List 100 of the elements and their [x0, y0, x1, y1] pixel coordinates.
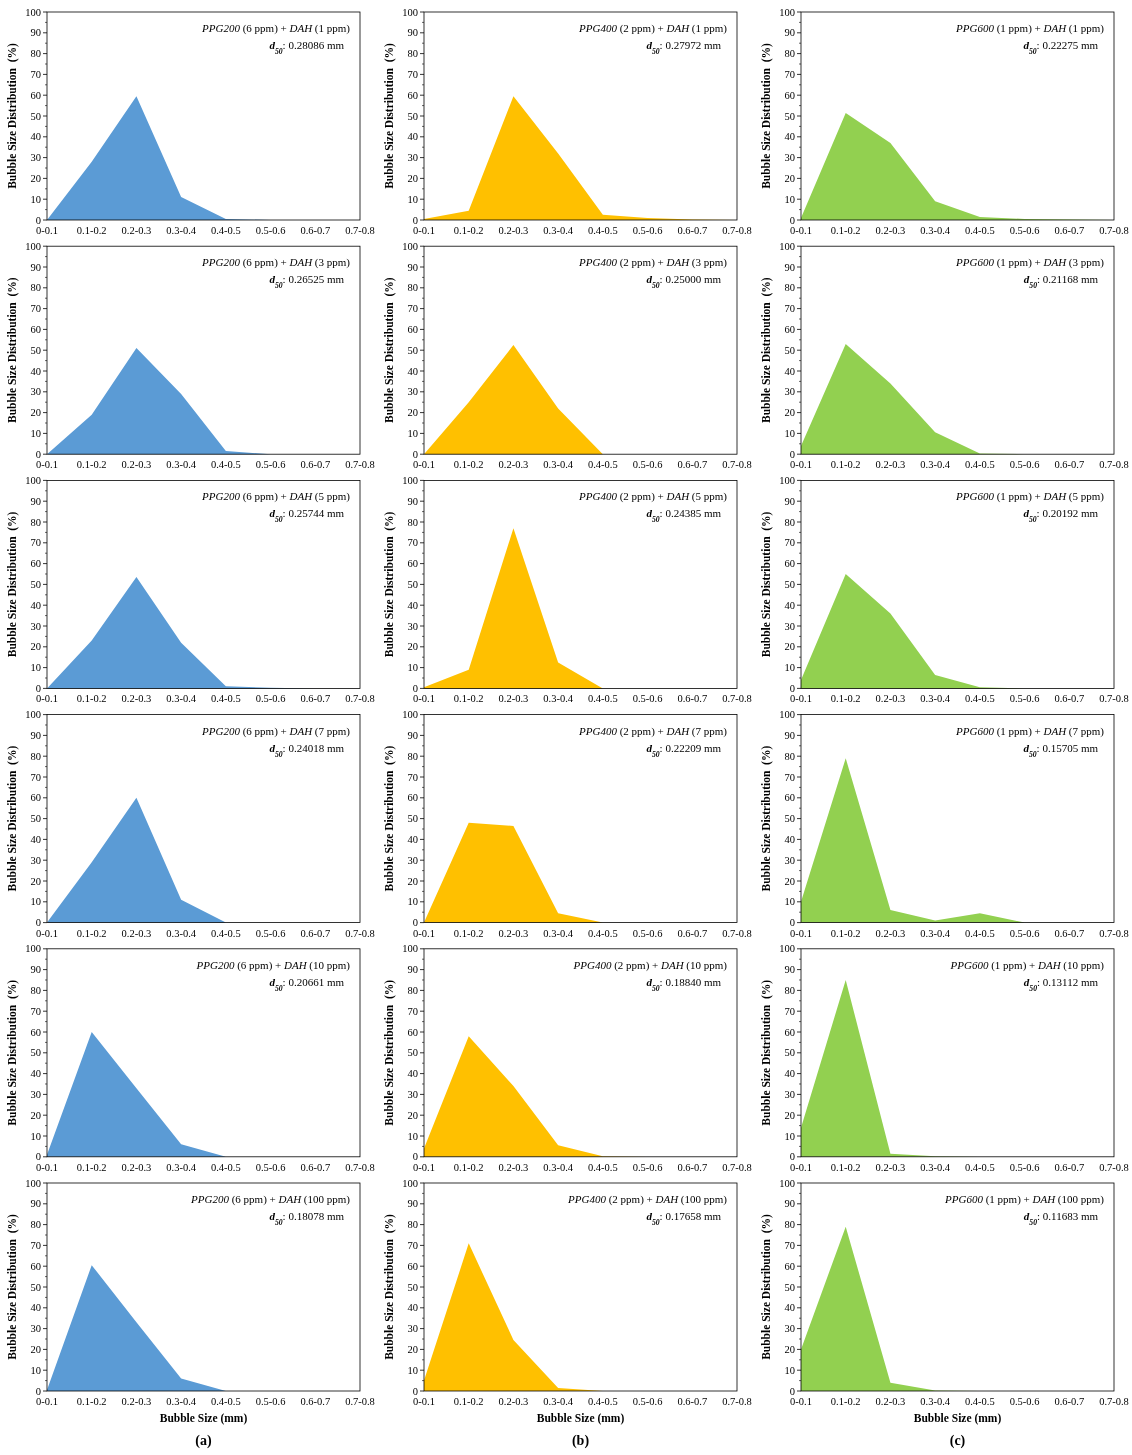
y-tick-label: 100	[402, 1177, 418, 1189]
y-tick-label: 90	[407, 964, 418, 976]
y-tick-label: 30	[30, 152, 41, 164]
y-tick-label: 30	[30, 854, 41, 866]
x-tick-label: 0.5-0.6	[632, 1161, 663, 1173]
y-tick-label: 80	[30, 282, 41, 294]
x-tick-label: 0.2-0.3	[498, 459, 529, 471]
y-tick-label: 50	[784, 110, 795, 122]
annotation: PPG400 (2 ppm) + DAH (1 ppm)	[578, 22, 728, 35]
y-tick-label: 20	[30, 1109, 41, 1121]
y-tick-label: 0	[35, 448, 41, 460]
y-tick-label: 100	[402, 240, 418, 252]
y-tick-label: 90	[30, 1198, 41, 1210]
y-tick-label: 30	[784, 152, 795, 164]
y-tick-label: 70	[30, 1005, 41, 1017]
y-tick-label: 90	[784, 261, 795, 273]
y-tick-label: 100	[779, 475, 795, 487]
x-tick-label: 0.4-0.5	[964, 693, 995, 705]
y-tick-label: 90	[407, 261, 418, 273]
x-tick-label: 0.7-0.8	[722, 225, 752, 236]
y-tick-label: 0	[789, 683, 795, 695]
x-tick-label: 0.1-0.2	[453, 459, 484, 471]
x-tick-label: 0.4-0.5	[964, 927, 995, 939]
y-axis-title: Bubble Size Distribution (%)	[6, 42, 19, 189]
y-axis-title: Bubble Size Distribution (%)	[383, 745, 396, 892]
x-tick-label: 0.2-0.3	[121, 927, 152, 939]
x-tick-label: 0.3-0.4	[166, 1161, 197, 1173]
y-tick-label: 30	[784, 620, 795, 632]
y-tick-label: 80	[784, 516, 795, 528]
y-tick-label: 0	[35, 683, 41, 695]
y-tick-label: 60	[784, 324, 795, 336]
x-tick-label: 0.6-0.7	[1054, 927, 1085, 939]
x-tick-label: 0.4-0.5	[587, 1161, 618, 1173]
x-tick-label: 0.6-0.7	[677, 927, 708, 939]
x-tick-label: 0.6-0.7	[677, 225, 708, 236]
y-tick-label: 60	[30, 1026, 41, 1038]
annotation: d$_{50}$: 0.21168 mm	[1023, 273, 1099, 290]
annotation: PPG200 (6 ppm) + DAH (10 ppm)	[195, 958, 351, 972]
y-tick-label: 80	[407, 985, 418, 997]
y-axis-title: Bubble Size Distribution (%)	[6, 979, 19, 1126]
y-tick-label: 0	[412, 1151, 418, 1163]
annotation: PPG400 (2 ppm) + DAH (5 ppm)	[578, 490, 728, 504]
y-tick-label: 10	[407, 896, 418, 908]
y-tick-label: 90	[407, 730, 418, 742]
y-tick-label: 40	[30, 365, 41, 377]
y-tick-label: 100	[25, 6, 41, 18]
y-tick-label: 70	[784, 69, 795, 81]
y-tick-label: 10	[30, 428, 41, 440]
x-tick-label: 0.2-0.3	[498, 1161, 529, 1173]
y-tick-label: 70	[407, 537, 418, 549]
y-tick-label: 80	[30, 48, 41, 60]
x-tick-label: 0.7-0.8	[345, 225, 375, 236]
y-tick-label: 40	[30, 1302, 41, 1314]
y-tick-label: 0	[412, 214, 418, 226]
x-tick-label: 0.6-0.7	[1054, 693, 1085, 705]
y-tick-label: 80	[30, 1219, 41, 1231]
y-tick-label: 50	[30, 110, 41, 122]
x-tick-label: 0.3-0.4	[543, 927, 574, 939]
annotation: PPG400 (2 ppm) + DAH (7 ppm)	[578, 724, 728, 738]
y-tick-label: 90	[407, 27, 418, 39]
x-tick-label: 0.3-0.4	[920, 1161, 951, 1173]
x-tick-label: 0.1-0.2	[453, 1396, 484, 1407]
y-tick-label: 40	[407, 365, 418, 377]
x-tick-label: 0.4-0.5	[587, 693, 618, 705]
x-tick-label: 0-0.1	[36, 693, 58, 705]
x-tick-label: 0.5-0.6	[255, 225, 286, 236]
x-tick-label: 0.1-0.2	[76, 693, 107, 705]
y-axis-title: Bubble Size Distribution (%)	[6, 277, 19, 424]
y-tick-label: 40	[407, 599, 418, 611]
y-tick-label: 10	[407, 1364, 418, 1376]
x-tick-label: 0.7-0.8	[722, 927, 752, 939]
y-tick-label: 70	[784, 1005, 795, 1017]
x-tick-label: 0.1-0.2	[453, 1161, 484, 1173]
text: (b)	[571, 1433, 590, 1449]
y-tick-label: 70	[784, 1240, 795, 1252]
x-tick-label: 0-0.1	[36, 1396, 58, 1407]
y-tick-label: 60	[407, 792, 418, 804]
y-tick-label: 20	[784, 407, 795, 419]
y-tick-label: 90	[30, 964, 41, 976]
x-tick-label: 0-0.1	[790, 1161, 812, 1173]
x-tick-label: 0.1-0.2	[830, 1161, 861, 1173]
y-tick-label: 0	[412, 1385, 418, 1397]
y-tick-label: 80	[30, 516, 41, 528]
y-tick-label: 90	[30, 730, 41, 742]
x-tick-label: 0.3-0.4	[166, 225, 197, 236]
y-tick-label: 80	[30, 750, 41, 762]
y-tick-label: 0	[35, 214, 41, 226]
x-tick-label: 0.2-0.3	[875, 225, 906, 236]
y-tick-label: 80	[407, 1219, 418, 1231]
annotation: PPG600 (1 ppm) + DAH (5 ppm)	[955, 490, 1105, 504]
x-tick-label: 0.3-0.4	[166, 459, 197, 471]
y-tick-label: 100	[779, 709, 795, 721]
x-tick-label: 0.1-0.2	[76, 225, 107, 236]
x-tick-label: 0.4-0.5	[210, 1396, 241, 1407]
x-tick-label: 0.5-0.6	[255, 927, 286, 939]
y-tick-label: 20	[407, 173, 418, 185]
x-tick-label: 0.7-0.8	[1099, 1161, 1129, 1173]
annotation: d$_{50}$: 0.27972 mm	[646, 39, 722, 56]
y-tick-label: 90	[407, 1198, 418, 1210]
x-tick-label: 0.1-0.2	[830, 1396, 861, 1407]
